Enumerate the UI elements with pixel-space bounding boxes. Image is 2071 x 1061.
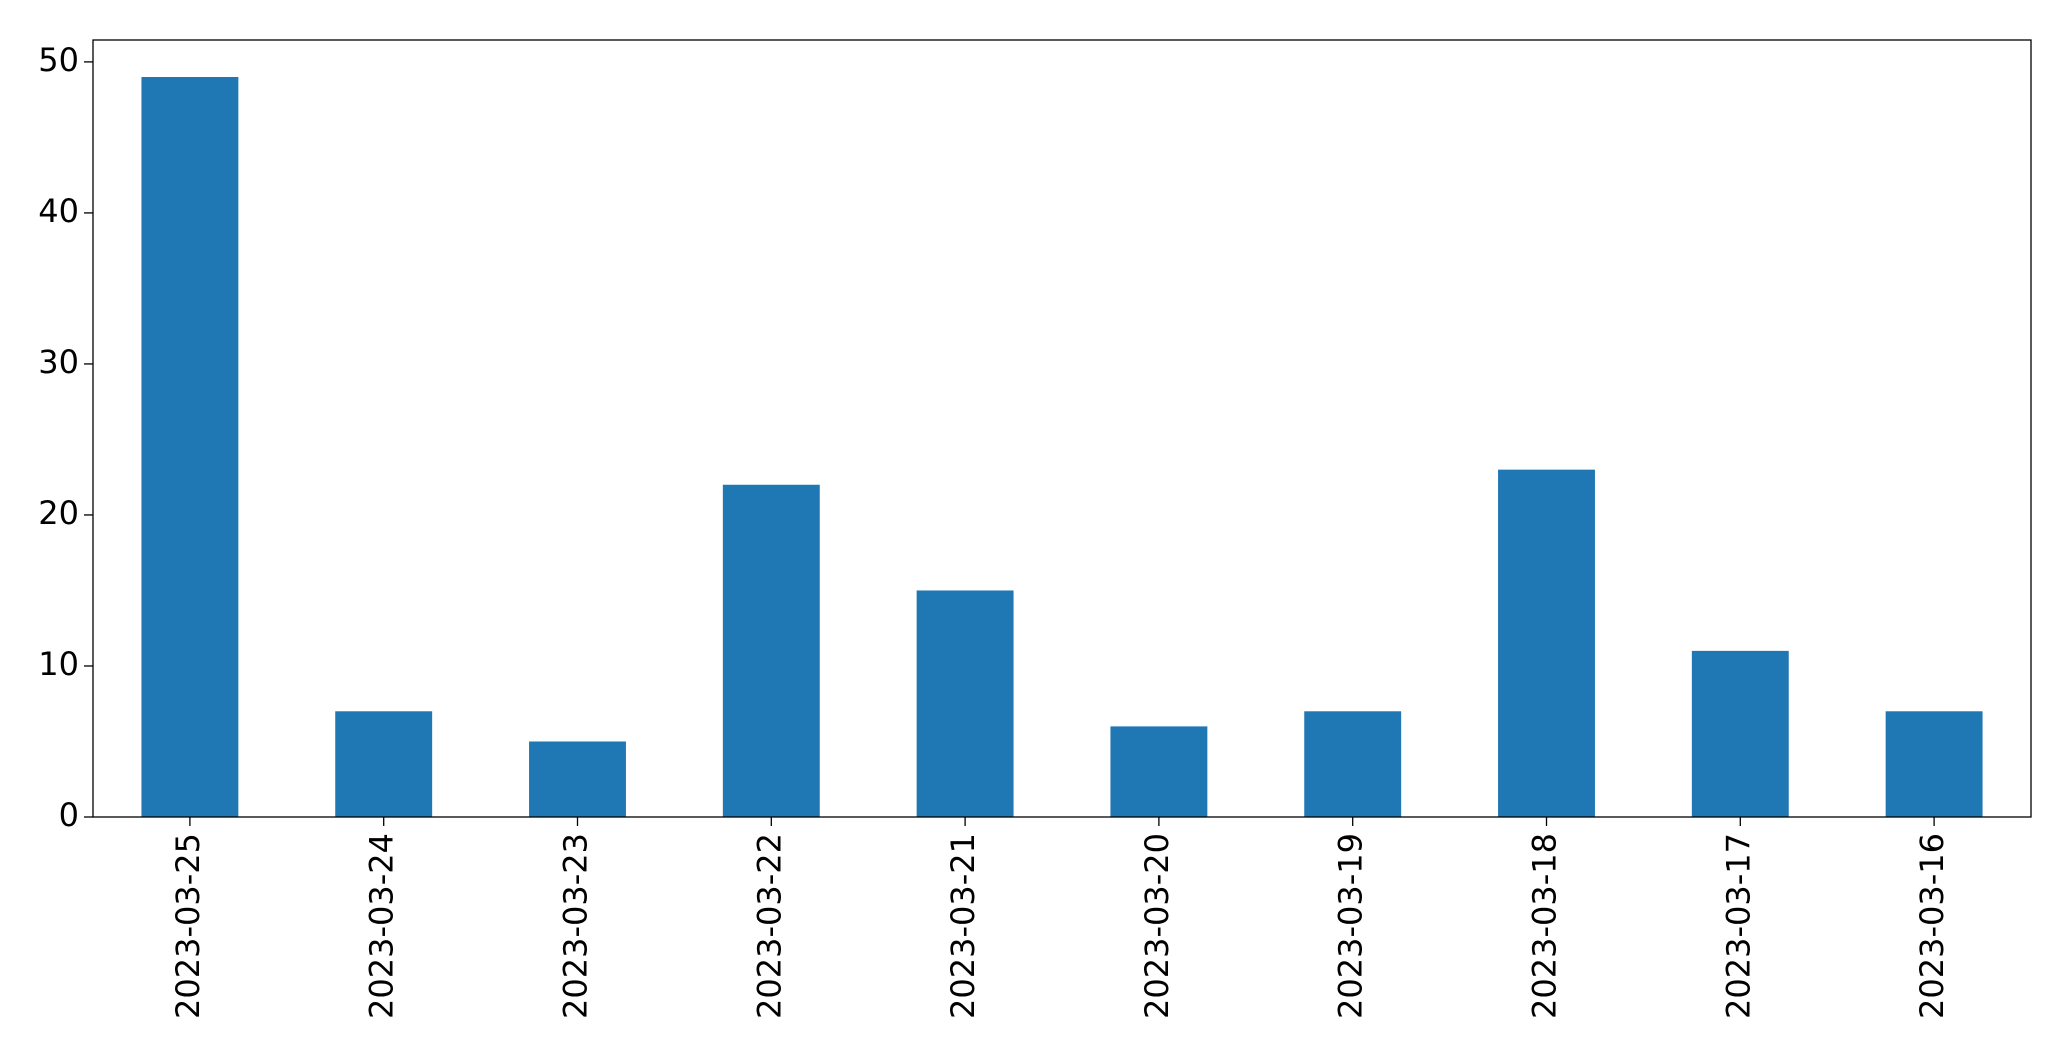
bar	[722, 484, 820, 817]
bar	[1691, 650, 1789, 817]
x-tick-label: 2023-03-17	[1719, 833, 1757, 1019]
bar	[916, 590, 1014, 817]
bar	[529, 741, 626, 817]
y-tick-label: 0	[59, 796, 79, 834]
y-tick-label: 50	[38, 41, 79, 79]
y-tick-label: 30	[38, 343, 79, 381]
x-tick-label: 2023-03-24	[363, 833, 401, 1019]
bar	[1498, 469, 1595, 817]
x-tick-label: 2023-03-20	[1138, 833, 1176, 1019]
bar	[1304, 711, 1402, 817]
plot-frame	[92, 39, 2032, 818]
y-tick-label: 20	[38, 494, 79, 532]
x-tick-label: 2023-03-16	[1913, 833, 1951, 1019]
bar	[141, 77, 239, 817]
x-tick-label: 2023-03-23	[557, 833, 595, 1019]
y-tick-label: 10	[38, 645, 79, 683]
x-tick-label: 2023-03-25	[169, 833, 207, 1019]
bar	[335, 711, 433, 817]
bar	[1885, 711, 1983, 817]
x-tick-label: 2023-03-22	[750, 833, 788, 1019]
y-tick-label: 40	[38, 192, 79, 230]
bar	[1110, 726, 1208, 817]
x-tick-label: 2023-03-18	[1526, 833, 1564, 1019]
x-tick-label: 2023-03-21	[944, 833, 982, 1019]
x-tick-label: 2023-03-19	[1332, 833, 1370, 1019]
